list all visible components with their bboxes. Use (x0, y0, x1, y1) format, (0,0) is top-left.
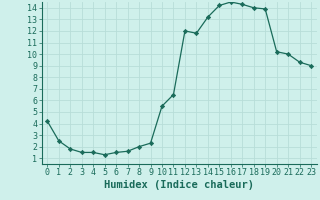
X-axis label: Humidex (Indice chaleur): Humidex (Indice chaleur) (104, 180, 254, 190)
